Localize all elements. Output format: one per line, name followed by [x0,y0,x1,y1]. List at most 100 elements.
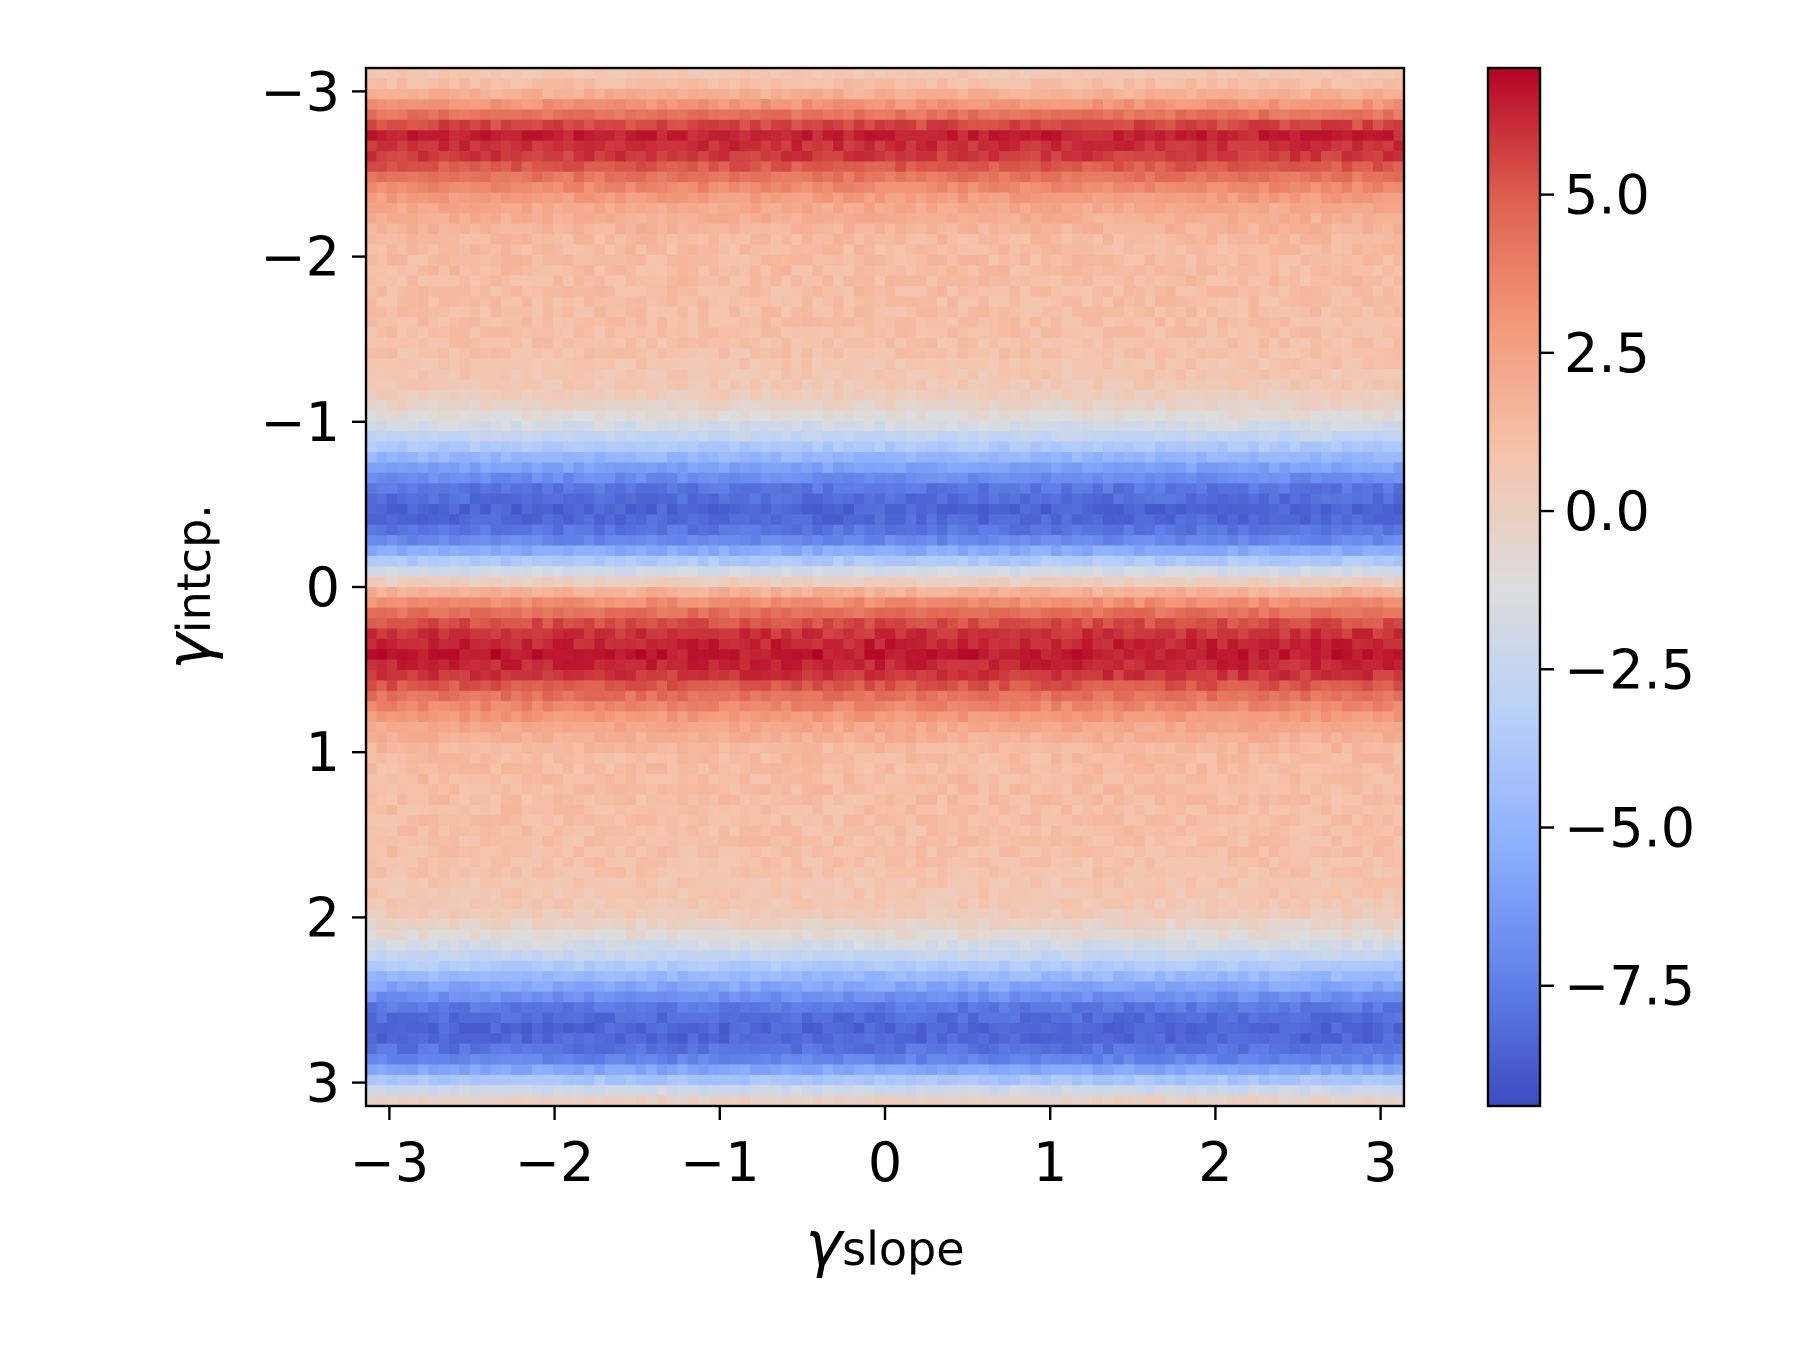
heatmap-cell [968,234,980,246]
heatmap-cell [822,223,834,235]
heatmap-cell [1352,576,1364,588]
heatmap-cell [625,441,637,453]
heatmap-cell [947,400,959,412]
heatmap-cell [1372,369,1384,380]
heatmap-cell [750,535,762,547]
heatmap-cell [968,275,980,287]
heatmap-cell [573,223,585,235]
heatmap-cell [1134,566,1146,578]
heatmap-cell [449,88,461,100]
heatmap-cell [1019,99,1031,111]
heatmap-cell [957,410,969,422]
heatmap-cell [1300,337,1312,349]
heatmap-cell [791,566,803,578]
heatmap-cell [833,254,845,266]
heatmap-cell [386,68,398,79]
heatmap-cell [1071,441,1083,453]
heatmap-cell [521,234,533,246]
heatmap-cell [1217,99,1229,111]
heatmap-cell [687,337,699,349]
heatmap-cell [1019,119,1031,131]
heatmap-cell [947,223,959,235]
heatmap-cell [978,171,990,183]
heatmap-cell [968,400,980,412]
heatmap-cell [604,306,616,318]
heatmap-cell [417,358,429,370]
heatmap-cell [1102,472,1114,484]
heatmap-cell [532,472,544,484]
heatmap-cell [438,285,450,297]
heatmap-cell [1082,109,1094,121]
heatmap-cell [843,337,855,349]
heatmap-cell [1175,182,1187,194]
heatmap-cell [573,306,585,318]
heatmap-cell [1206,119,1218,131]
heatmap-cell [1165,431,1177,443]
heatmap-cell [438,78,450,90]
heatmap-cell [667,88,678,100]
heatmap-cell [1019,348,1031,360]
heatmap-cell [1123,348,1135,360]
heatmap-cell [677,317,689,329]
heatmap-cell [594,306,606,318]
heatmap-cell [853,369,865,380]
heatmap-cell [1362,140,1374,152]
heatmap-cell [1061,296,1073,308]
heatmap-cell [739,285,751,297]
heatmap-cell [874,140,886,152]
heatmap-cell [563,555,575,567]
heatmap-cell [490,358,502,370]
heatmap-cell [957,171,969,183]
heatmap-cell [667,223,678,235]
heatmap-cell [625,576,637,588]
heatmap-cell [978,317,990,329]
heatmap-cell [635,213,647,225]
heatmap-cell [988,400,1000,412]
heatmap-cell [542,555,554,567]
heatmap-cell [1051,483,1063,495]
heatmap-cell [1300,99,1312,111]
heatmap-cell [1341,317,1353,329]
heatmap-cell [407,337,419,349]
heatmap-cell [1289,431,1301,443]
heatmap-cell [905,192,917,204]
heatmap-cell [1217,275,1229,287]
heatmap-cell [1092,244,1104,256]
heatmap-cell [1217,462,1229,474]
heatmap-cell [729,535,741,547]
heatmap-cell [1154,306,1166,318]
heatmap-cell [729,130,741,142]
heatmap-cell [459,296,471,308]
heatmap-cell [1134,151,1146,163]
heatmap-cell [885,275,896,287]
heatmap-cell [1320,348,1332,360]
heatmap-cell [895,535,907,547]
heatmap-cell [615,337,627,349]
heatmap-cell [573,514,585,526]
heatmap-cell [1258,493,1270,505]
heatmap-cell [1320,379,1332,391]
heatmap-cell [770,88,782,100]
heatmap-cell [1154,389,1166,401]
heatmap-cell [542,296,554,308]
heatmap-cell [978,358,990,370]
heatmap-cell [822,244,834,256]
heatmap-cell [1289,151,1301,163]
heatmap-cell [1082,503,1094,515]
heatmap-cell [386,234,398,246]
heatmap-cell [999,296,1011,308]
heatmap-cell [386,317,398,329]
heatmap-cell [1279,369,1291,380]
heatmap-cell [1300,119,1312,131]
heatmap-cell [428,130,440,142]
heatmap-cell [490,441,502,453]
heatmap-cell [656,358,668,370]
heatmap-cell [791,379,803,391]
heatmap-cell [635,337,647,349]
heatmap-cell [781,524,793,536]
heatmap-cell [1227,566,1239,578]
heatmap-cell [1331,535,1343,547]
heatmap-cell [1300,410,1312,422]
heatmap-cell [770,213,782,225]
heatmap-cell [801,369,813,380]
